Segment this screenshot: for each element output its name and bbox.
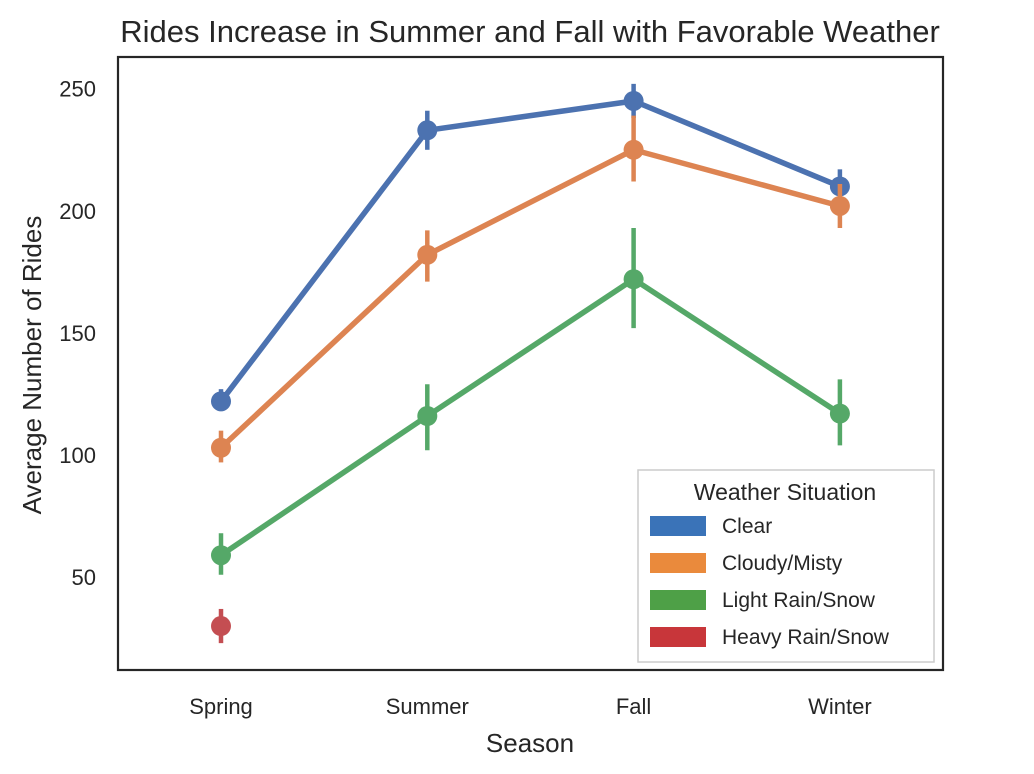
data-point — [623, 269, 644, 290]
legend-label: Light Rain/Snow — [722, 589, 876, 612]
series-group — [211, 83, 850, 412]
x-tick-label: Winter — [808, 694, 872, 719]
series-group — [211, 115, 850, 463]
legend-swatch — [650, 590, 706, 610]
chart-title: Rides Increase in Summer and Fall with F… — [120, 14, 940, 49]
legend-label: Cloudy/Misty — [722, 552, 843, 575]
data-point — [211, 391, 231, 412]
x-axis-label: Season — [486, 728, 574, 758]
data-point — [211, 437, 231, 458]
legend: Weather Situation Clear Cloudy/Misty Light… — [637, 469, 935, 663]
legend-swatch — [650, 553, 706, 573]
legend-title: Weather Situation — [694, 479, 876, 505]
series-line — [218, 276, 843, 558]
y-tick-label: 150 — [59, 321, 96, 346]
legend-label: Heavy Rain/Snow — [722, 626, 890, 649]
plot-area: 50 100 150 200 250 Spring Summer Fall Winter — [59, 77, 871, 719]
legend-label: Clear — [722, 515, 772, 538]
data-point — [417, 244, 438, 265]
series-group — [211, 227, 850, 575]
data-point — [623, 90, 644, 111]
y-tick-label: 100 — [59, 443, 96, 468]
legend-swatch — [650, 516, 706, 536]
data-point — [211, 616, 231, 637]
data-point — [623, 139, 644, 160]
legend-swatch — [650, 627, 706, 647]
series-line — [218, 147, 843, 451]
data-point — [829, 403, 850, 424]
y-tick-label: 50 — [72, 565, 96, 590]
y-tick-label: 250 — [59, 77, 96, 102]
x-tick-label: Summer — [386, 694, 469, 719]
data-point — [211, 545, 231, 566]
x-tick-label: Spring — [189, 694, 253, 719]
y-axis-label: Average Number of Rides — [17, 216, 47, 515]
plot-frame — [116, 55, 945, 672]
x-tick-label: Fall — [616, 694, 651, 719]
data-point — [417, 406, 438, 427]
series-group — [211, 608, 231, 644]
series-line — [218, 98, 843, 405]
data-point — [829, 195, 850, 216]
y-tick-label: 200 — [59, 199, 96, 224]
data-point — [417, 120, 438, 141]
